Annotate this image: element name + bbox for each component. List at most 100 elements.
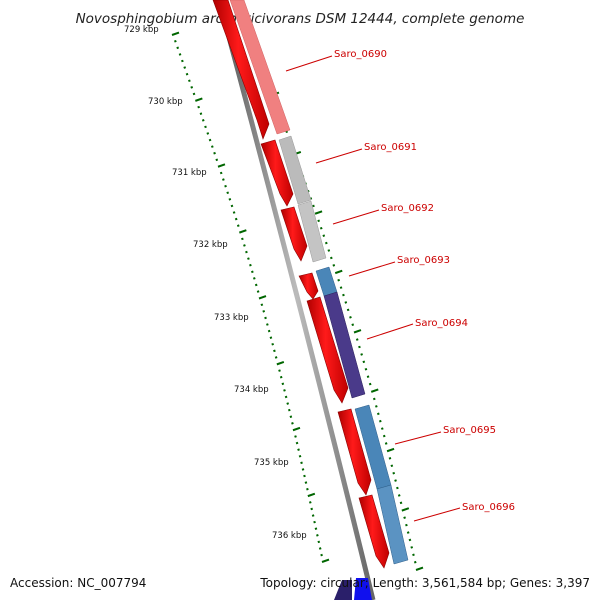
- minor-tick: [232, 211, 236, 214]
- minor-tick: [215, 158, 219, 162]
- minor-tick: [266, 323, 269, 326]
- cog-bar-saro-0692: [297, 200, 327, 263]
- outer-major-tick: [401, 507, 410, 512]
- label-leader-line: [394, 431, 442, 445]
- minor-tick: [287, 408, 291, 412]
- cog-bar-saro-0694: [323, 291, 366, 399]
- outer-minor-tick: [406, 531, 410, 534]
- outer-minor-tick: [405, 523, 408, 527]
- minor-tick: [222, 178, 225, 181]
- outer-major-tick: [415, 566, 424, 571]
- outer-minor-tick: [413, 560, 417, 564]
- gene-label-saro-0696[interactable]: Saro_0696: [462, 502, 515, 513]
- gene-arrow-saro-0691[interactable]: [260, 139, 294, 207]
- minor-tick: [236, 224, 240, 227]
- outer-minor-tick: [364, 367, 368, 371]
- label-leader-line: [332, 209, 380, 225]
- gene-arrow-saro-0694[interactable]: [306, 296, 349, 404]
- genome-summary: Topology: circular; Length: 3,561,584 bp…: [260, 576, 590, 590]
- outer-minor-tick: [366, 375, 370, 378]
- minor-tick: [181, 59, 184, 63]
- gene-labels: Saro_0690 Saro_0691 Saro_0692 Saro_0693 …: [285, 49, 515, 522]
- outer-tick-ring: [271, 91, 424, 571]
- label-leader-line: [413, 507, 461, 522]
- gene-arrow-saro-0696[interactable]: [358, 494, 390, 569]
- minor-tick: [243, 244, 246, 247]
- tick-label: 735 kbp: [254, 458, 289, 468]
- tick-label: 736 kbp: [272, 531, 307, 541]
- gene-label-saro-0695[interactable]: Saro_0695: [443, 425, 496, 436]
- minor-tick: [313, 520, 316, 524]
- outer-minor-tick: [410, 546, 414, 549]
- minor-tick: [301, 468, 305, 471]
- minor-tick: [226, 191, 230, 195]
- minor-tick: [300, 461, 303, 465]
- tick-label: 734 kbp: [234, 385, 269, 395]
- gene-arrow-saro-0692[interactable]: [280, 206, 308, 262]
- outer-minor-tick: [349, 316, 352, 319]
- major-tick: [171, 31, 180, 36]
- outer-minor-tick: [390, 464, 394, 468]
- minor-tick: [197, 105, 200, 109]
- partial-cog-bar: [334, 580, 352, 600]
- gene-arrow-saro-0690[interactable]: [212, 0, 270, 140]
- minor-tick: [306, 487, 309, 491]
- minor-tick: [199, 112, 203, 115]
- minor-tick: [274, 356, 278, 359]
- outer-minor-tick: [403, 516, 406, 519]
- outer-minor-tick: [392, 471, 396, 475]
- minor-tick: [273, 349, 276, 353]
- outer-minor-tick: [378, 419, 382, 423]
- minor-tick: [314, 527, 318, 531]
- minor-tick: [210, 145, 214, 148]
- minor-tick: [291, 422, 294, 425]
- gene-arrow-saro-0693[interactable]: [298, 272, 319, 300]
- outer-minor-tick: [327, 249, 331, 252]
- gene-label-saro-0693[interactable]: Saro_0693: [397, 255, 450, 266]
- outer-major-tick: [370, 388, 379, 393]
- outer-major-tick: [353, 329, 362, 334]
- minor-tick: [298, 454, 302, 458]
- cog-bar-saro-0690: [229, 0, 291, 135]
- minor-tick: [188, 79, 191, 83]
- minor-tick: [178, 53, 182, 56]
- outer-minor-tick: [332, 264, 336, 267]
- minor-tick: [297, 448, 300, 451]
- outer-minor-tick: [285, 130, 289, 134]
- minor-tick: [279, 375, 283, 379]
- minor-tick: [304, 481, 308, 484]
- minor-tick: [320, 553, 323, 557]
- outer-minor-tick: [412, 553, 415, 557]
- minor-tick: [204, 125, 207, 129]
- genome-backbone: [216, 0, 376, 600]
- gene-arrow-saro-0695[interactable]: [337, 408, 372, 496]
- gene-label-saro-0694[interactable]: Saro_0694: [415, 318, 468, 329]
- cds-ring: [212, 0, 390, 569]
- minor-tick: [260, 303, 264, 307]
- gene-label-saro-0692[interactable]: Saro_0692: [381, 203, 434, 214]
- outer-minor-tick: [372, 397, 376, 401]
- cog-bar-saro-0691: [278, 135, 312, 205]
- accession-label: Accession: NC_007794: [10, 576, 147, 590]
- minor-tick: [311, 514, 315, 517]
- minor-tick: [247, 257, 250, 260]
- partial-cds-bar: [354, 578, 372, 600]
- minor-tick: [294, 435, 297, 438]
- minor-tick: [183, 66, 187, 69]
- outer-minor-tick: [317, 219, 320, 223]
- minor-tick: [303, 474, 306, 478]
- gene-label-saro-0690[interactable]: Saro_0690: [334, 49, 387, 60]
- minor-tick: [310, 507, 314, 511]
- gene-label-saro-0691[interactable]: Saro_0691: [364, 142, 417, 153]
- outer-minor-tick: [380, 427, 384, 430]
- minor-tick: [245, 250, 248, 254]
- major-tick: [292, 426, 301, 432]
- outer-minor-tick: [319, 226, 323, 230]
- outer-minor-tick: [384, 442, 388, 445]
- outer-minor-tick: [394, 479, 397, 482]
- major-tick: [258, 295, 267, 300]
- major-tick: [217, 163, 226, 168]
- minor-tick: [228, 198, 232, 201]
- minor-tick: [283, 389, 286, 392]
- outer-minor-tick: [368, 382, 372, 386]
